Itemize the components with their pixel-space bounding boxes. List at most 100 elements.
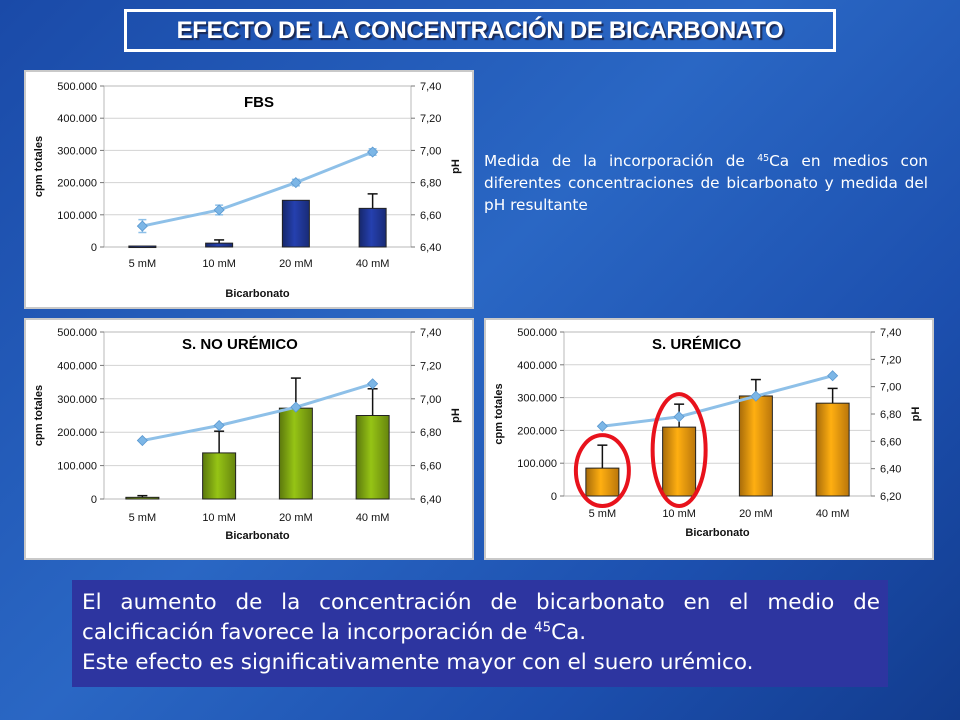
ph-point — [290, 177, 302, 189]
y2-tick-label: 7,00 — [420, 145, 441, 157]
x-tick-label: 40 mM — [816, 508, 850, 520]
y-tick-label: 0 — [91, 242, 97, 254]
chart-title-no-uremico: S. NO URÉMICO — [182, 336, 298, 353]
y-tick-label: 100.000 — [57, 461, 97, 473]
y2-axis-title: pH — [910, 407, 922, 422]
y2-tick-label: 7,20 — [420, 360, 441, 372]
y2-axis-title: pH — [450, 159, 462, 174]
chart-description: Medida de la incorporación de 45Ca en me… — [484, 150, 928, 216]
ph-point — [673, 411, 685, 423]
x-tick-label: 10 mM — [202, 258, 236, 270]
x-tick-label: 20 mM — [739, 508, 773, 520]
y-tick-label: 0 — [551, 491, 557, 503]
bar — [278, 407, 313, 500]
description-isotope-element: Ca — [769, 152, 790, 170]
y-tick-label: 400.000 — [57, 360, 97, 372]
y-tick-label: 400.000 — [517, 360, 557, 372]
y2-tick-label: 7,40 — [880, 327, 901, 339]
bar — [355, 415, 390, 500]
y-tick-label: 200.000 — [57, 427, 97, 439]
y-axis-title: cpm totales — [33, 385, 45, 446]
chart-panel-no-uremico: 0 100.000 200.000 300.000 400.000 500.000 6,40… — [24, 318, 474, 560]
bar — [358, 207, 387, 248]
ph-line — [142, 150, 374, 228]
ph-point — [596, 420, 608, 432]
x-axis-title: Bicarbonato — [685, 527, 749, 539]
ph-point — [213, 419, 225, 432]
y-tick-label: 300.000 — [57, 145, 97, 157]
y-axis-title: cpm totales — [493, 383, 505, 444]
y2-tick-label: 6,60 — [880, 436, 901, 448]
y2-tick-label: 7,40 — [420, 327, 441, 339]
y2-tick-label: 6,40 — [880, 464, 901, 476]
ph-point — [367, 146, 379, 158]
highlight-circle — [650, 392, 708, 508]
y-tick-label: 400.000 — [57, 113, 97, 125]
chart-uremico: 0 100.000 200.000 300.000 400.000 500.000 6,20… — [493, 327, 922, 539]
bar — [662, 426, 697, 497]
y2-tick-label: 6,80 — [420, 178, 441, 190]
y-tick-label: 100.000 — [517, 458, 557, 470]
conclusion-text-2: Este efecto es significativamente mayor … — [82, 650, 754, 675]
ph-point — [136, 434, 148, 447]
y2-axis-title: pH — [450, 408, 462, 423]
bar — [205, 242, 234, 248]
y2-tick-label: 6,80 — [420, 427, 441, 439]
ph-point — [290, 401, 302, 413]
y2-tick-label: 6,40 — [420, 242, 441, 254]
ph-line — [602, 374, 834, 428]
highlight-circle — [573, 433, 631, 508]
ph-point — [827, 370, 839, 382]
ph-point — [750, 390, 762, 402]
y-tick-label: 200.000 — [517, 425, 557, 437]
chart-title-uremico: S. URÉMICO — [652, 336, 742, 353]
y2-tick-label: 7,20 — [880, 354, 901, 366]
x-tick-label: 5 mM — [129, 512, 157, 524]
y-tick-label: 500.000 — [517, 327, 557, 339]
bar — [281, 199, 310, 248]
x-tick-label: 10 mM — [202, 512, 236, 524]
bar — [202, 452, 237, 500]
slide-title-box: EFECTO DE LA CONCENTRACIÓN DE BICARBONAT… — [124, 9, 836, 52]
y2-tick-label: 7,20 — [420, 113, 441, 125]
description-isotope-mass: 45 — [757, 152, 770, 164]
ph-point — [213, 204, 225, 216]
x-tick-label: 20 mM — [279, 258, 313, 270]
y2-tick-label: 6,60 — [420, 461, 441, 473]
conclusion-isotope-element: Ca. — [551, 620, 587, 645]
y2-tick-label: 6,60 — [420, 210, 441, 222]
y2-tick-label: 6,80 — [880, 409, 901, 421]
x-axis-title: Bicarbonato — [225, 288, 289, 300]
x-axis-title: Bicarbonato — [225, 530, 289, 542]
y2-tick-label: 7,00 — [880, 382, 901, 394]
bar — [128, 245, 157, 249]
conclusion-text-1: El aumento de la concentración de bicarb… — [82, 590, 880, 645]
bar — [815, 402, 850, 497]
ph-point — [367, 378, 379, 390]
y-tick-label: 500.000 — [57, 81, 97, 93]
x-tick-label: 20 mM — [279, 512, 313, 524]
x-tick-label: 40 mM — [356, 512, 390, 524]
conclusion-box: El aumento de la concentración de bicarb… — [72, 580, 888, 687]
y-tick-label: 500.000 — [57, 327, 97, 339]
description-text-1: Medida de la incorporación de — [484, 152, 758, 170]
ph-line — [142, 382, 374, 443]
chart-title-fbs: FBS — [244, 94, 274, 111]
slide-title: EFECTO DE LA CONCENTRACIÓN DE BICARBONAT… — [176, 16, 784, 44]
y-tick-label: 200.000 — [57, 178, 97, 190]
y2-tick-label: 7,00 — [420, 394, 441, 406]
x-tick-label: 10 mM — [662, 508, 696, 520]
chart-panel-uremico: 0 100.000 200.000 300.000 400.000 500.000 6,20… — [484, 318, 934, 560]
bar — [585, 467, 620, 497]
x-tick-label: 40 mM — [356, 258, 390, 270]
conclusion-isotope-mass: 45 — [534, 620, 552, 636]
chart-fbs: 0 100.000 200.000 300.000 400.000 500.000 6,40… — [33, 81, 462, 300]
bar — [125, 496, 160, 500]
y2-tick-label: 7,40 — [420, 81, 441, 93]
bar — [738, 395, 773, 497]
ph-point — [136, 220, 148, 232]
y-tick-label: 300.000 — [517, 393, 557, 405]
x-tick-label: 5 mM — [129, 258, 157, 270]
y-axis-title: cpm totales — [33, 136, 45, 197]
chart-panel-fbs: 0 100.000 200.000 300.000 400.000 500.000 6,40… — [24, 70, 474, 309]
